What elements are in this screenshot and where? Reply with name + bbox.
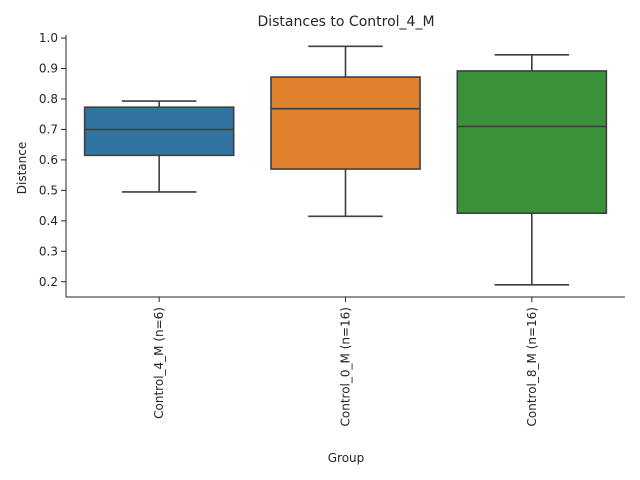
- y-tick-label: 0.3: [39, 244, 58, 258]
- y-tick-label: 0.9: [39, 62, 58, 76]
- box-iqr: [83, 106, 235, 157]
- x-axis-ticks: Control_4_M (n=6) Control_0_M (n=16) Contr…: [152, 297, 539, 426]
- box-group: [270, 45, 421, 218]
- box-iqr: [456, 70, 608, 215]
- y-tick-label: 0.2: [39, 275, 58, 289]
- y-tick-label: 0.6: [39, 153, 58, 167]
- x-tick-label: Control_0_M (n=16): [339, 307, 353, 426]
- y-axis-ticks: 0.2 0.3 0.4 0.5 0.6 0.7 0.8 0.9 1.0: [39, 31, 66, 289]
- y-tick-label: 0.4: [39, 214, 58, 228]
- y-axis-title: Distance: [15, 142, 29, 194]
- box-group: [456, 54, 608, 286]
- boxes-layer: [83, 45, 608, 286]
- y-tick-label: 0.8: [39, 92, 58, 106]
- y-tick-label: 0.7: [39, 122, 58, 136]
- y-tick-label: 1.0: [39, 31, 58, 45]
- box-iqr: [270, 76, 421, 170]
- x-tick-label: Control_4_M (n=6): [152, 307, 166, 419]
- x-axis-title: Group: [328, 451, 365, 465]
- x-tick-label: Control_8_M (n=16): [525, 307, 539, 426]
- box-group: [83, 100, 235, 193]
- chart-title: Distances to Control_4_M: [257, 14, 434, 30]
- y-tick-label: 0.5: [39, 183, 58, 197]
